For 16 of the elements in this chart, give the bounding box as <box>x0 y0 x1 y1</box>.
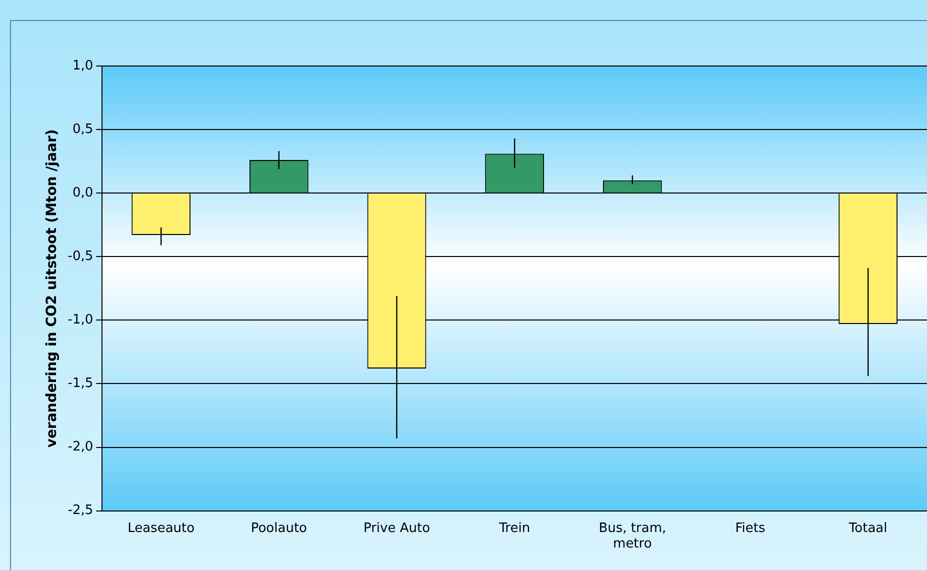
x-tick-label: Poolauto <box>250 520 308 536</box>
y-tick-label: -0,5 <box>68 249 94 264</box>
y-tick-label: -2,0 <box>68 440 94 455</box>
x-tick-label: Prive Auto <box>363 520 430 536</box>
x-tick-label: Fiets <box>735 520 766 536</box>
y-tick-label: -1,0 <box>68 312 94 328</box>
x-tick-label: Bus, tram, metro <box>598 520 666 552</box>
y-tick-label: 0,0 <box>72 185 94 200</box>
y-tick-label: 1,0 <box>72 58 94 74</box>
y-tick-label: 0,5 <box>72 122 94 137</box>
x-tick-label: Totaal <box>848 520 888 536</box>
y-tick-label: -1,5 <box>68 376 94 392</box>
y-tick-label: -2,5 <box>68 503 94 518</box>
x-tick-label: Leaseauto <box>128 520 195 536</box>
x-tick-label: Trein <box>498 520 530 536</box>
y-axis-title: verandering in CO2 uitstoot (Mton /jaar) <box>44 129 60 448</box>
